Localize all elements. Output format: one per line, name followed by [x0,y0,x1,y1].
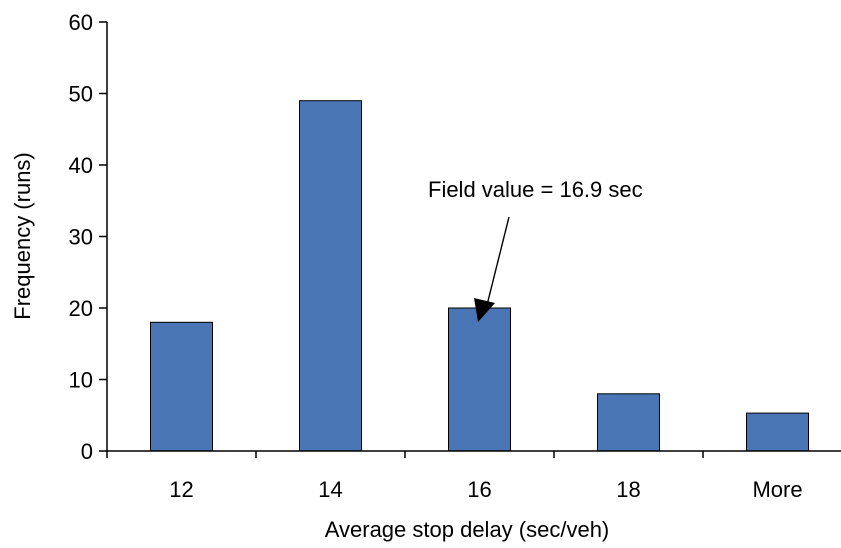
x-ticks-group: 12 14 16 18 More [106,451,803,502]
y-tick-label: 50 [69,82,93,107]
annotation-group: Field value = 16.9 sec [428,177,643,322]
annotation-arrow-head [474,298,495,322]
x-tick-label: 16 [467,477,491,502]
y-ticks-group: 0 10 20 30 40 50 60 [69,10,107,464]
x-tick-label: 18 [616,477,640,502]
x-tick-label: 12 [169,477,193,502]
y-tick-label: 30 [69,225,93,250]
x-tick-label: More [752,477,802,502]
annotation-label: Field value = 16.9 sec [428,177,643,202]
bar-12 [150,321,213,452]
bar-16 [448,307,511,452]
x-tick-label: 14 [318,477,342,502]
y-tick-label: 0 [81,439,93,464]
bar-14 [299,100,362,452]
y-axis-title: Frequency (runs) [10,152,35,320]
annotation-arrow-line [486,216,510,306]
bar-more [746,412,809,452]
y-tick-label: 40 [69,153,93,178]
y-tick-label: 20 [69,296,93,321]
bar-18 [597,393,660,452]
y-tick-label: 10 [69,368,93,393]
x-axis-title: Average stop delay (sec/veh) [325,517,610,542]
y-tick-label: 60 [69,10,93,35]
bars-group [150,100,809,452]
